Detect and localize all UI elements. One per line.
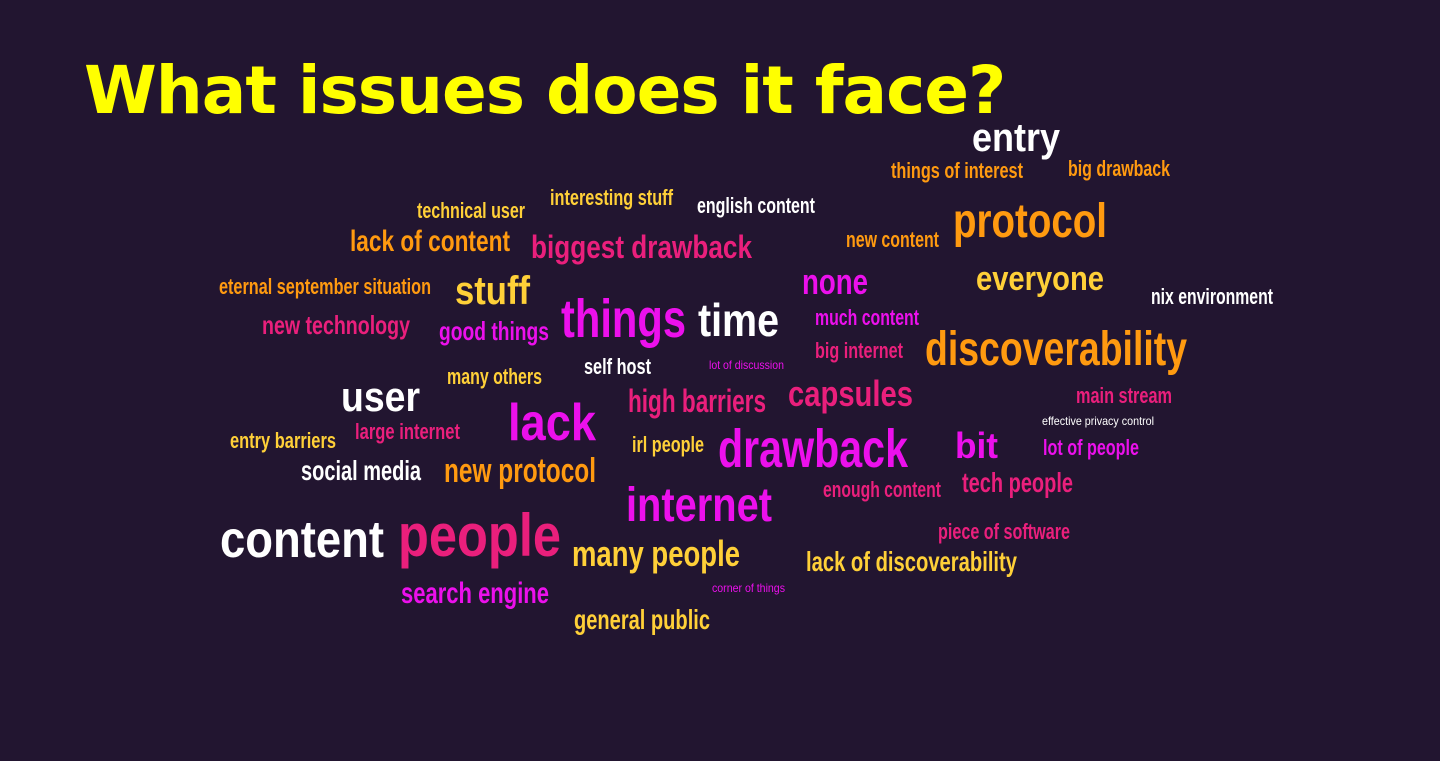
cloud-word: user: [341, 373, 420, 420]
cloud-word: effective privacy control: [1042, 414, 1154, 428]
cloud-word: new technology: [262, 310, 410, 340]
page-title: What issues does it face?: [84, 52, 1006, 129]
cloud-word: much content: [815, 305, 919, 330]
cloud-word: social media: [301, 455, 421, 486]
cloud-word: lot of people: [1043, 435, 1139, 460]
cloud-word: large internet: [355, 419, 460, 444]
cloud-word: protocol: [953, 195, 1107, 248]
cloud-word: things of interest: [891, 158, 1023, 183]
cloud-word: eternal september situation: [219, 274, 431, 299]
cloud-word: big internet: [815, 338, 903, 363]
cloud-word: people: [398, 502, 561, 569]
cloud-word: time: [698, 294, 779, 346]
cloud-word: interesting stuff: [550, 185, 673, 210]
cloud-word: bit: [955, 425, 998, 466]
cloud-word: lack: [508, 394, 596, 452]
cloud-word: english content: [697, 193, 815, 218]
cloud-word: things: [561, 289, 686, 349]
cloud-word: drawback: [718, 419, 908, 479]
cloud-word: stuff: [455, 269, 530, 313]
cloud-word: many people: [572, 533, 740, 574]
cloud-word: internet: [626, 479, 772, 532]
cloud-word: enough content: [823, 477, 941, 502]
cloud-word: lot of discussion: [709, 358, 784, 372]
cloud-word: big drawback: [1068, 156, 1170, 181]
cloud-word: entry barriers: [230, 428, 336, 453]
cloud-word: none: [802, 261, 868, 302]
cloud-word: new content: [846, 227, 939, 252]
cloud-word: irl people: [632, 432, 704, 457]
cloud-word: discoverability: [925, 323, 1187, 376]
cloud-word: lack of discoverability: [806, 546, 1017, 577]
cloud-word: entry: [972, 116, 1060, 160]
cloud-word: content: [220, 511, 384, 569]
cloud-word: good things: [439, 316, 549, 346]
cloud-word: capsules: [788, 373, 913, 414]
cloud-word: general public: [574, 604, 710, 635]
cloud-word: lack of content: [350, 225, 510, 258]
cloud-word: corner of things: [712, 581, 785, 595]
cloud-word: high barriers: [628, 383, 766, 419]
cloud-word: piece of software: [938, 519, 1070, 544]
cloud-word: new protocol: [444, 452, 596, 490]
cloud-word: everyone: [976, 260, 1104, 298]
cloud-word: nix environment: [1151, 284, 1273, 309]
cloud-word: main stream: [1076, 383, 1172, 408]
cloud-word: many others: [447, 364, 542, 389]
cloud-word: search engine: [401, 577, 549, 610]
cloud-word: tech people: [962, 467, 1073, 498]
cloud-word: biggest drawback: [531, 229, 752, 265]
cloud-word: self host: [584, 354, 651, 379]
cloud-word: technical user: [417, 198, 525, 223]
